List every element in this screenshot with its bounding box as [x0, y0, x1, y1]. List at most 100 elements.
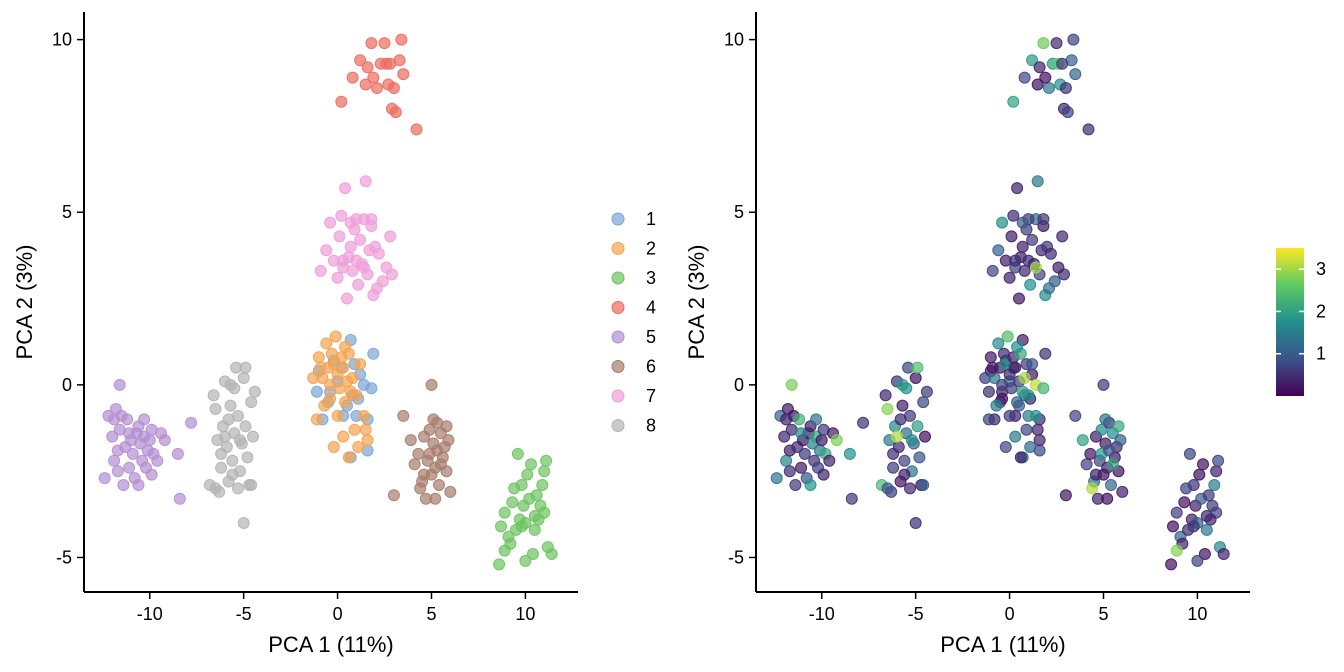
value-point — [1037, 213, 1050, 226]
cluster-7-point — [320, 244, 333, 257]
cluster-2-point — [337, 361, 350, 374]
cluster-7-point — [357, 261, 370, 274]
value-point — [1086, 482, 1099, 495]
cluster-8-point — [207, 389, 220, 402]
cluster-2-point — [331, 409, 344, 422]
value-point — [1039, 347, 1052, 360]
cluster-2-point — [324, 378, 337, 391]
cluster-3-point — [530, 489, 543, 502]
cluster-3-point — [511, 447, 524, 460]
value-point — [1024, 278, 1037, 291]
y-tick-label: 5 — [62, 202, 72, 222]
cluster-2-point — [361, 434, 374, 447]
cluster-4-point — [410, 123, 423, 136]
cluster-5-point — [98, 472, 111, 485]
cluster-5-point — [108, 413, 121, 426]
value-point — [785, 378, 798, 391]
value-point — [1056, 230, 1069, 243]
cluster-8-point — [226, 454, 239, 467]
value-point — [1103, 444, 1116, 457]
cluster-3-point — [498, 544, 511, 557]
cluster-4-point — [335, 95, 348, 108]
value-point — [909, 372, 922, 384]
value-point — [1020, 423, 1033, 436]
colorbar-tick-label: 2 — [1316, 301, 1326, 321]
value-point — [1167, 520, 1179, 533]
cluster-4-point — [346, 71, 359, 84]
value-point — [845, 492, 858, 505]
value-point — [1018, 372, 1031, 384]
value-point — [898, 468, 911, 481]
cluster-4-point — [395, 33, 408, 46]
cluster-4-point — [389, 106, 402, 119]
legend-label-7: 7 — [646, 386, 656, 406]
x-tick-label: -5 — [236, 604, 252, 624]
legend-label-2: 2 — [646, 239, 656, 259]
cluster-2-point — [359, 423, 372, 436]
cluster-5-point — [126, 447, 139, 460]
value-point — [1024, 441, 1037, 453]
y-tick-label: -5 — [728, 547, 744, 567]
legend-label-6: 6 — [646, 357, 656, 377]
cluster-7-point — [337, 254, 350, 267]
cluster-1-point — [365, 382, 378, 395]
cluster-3-point — [519, 554, 532, 567]
x-tick-label: 0 — [1005, 604, 1015, 624]
value-point — [1178, 496, 1191, 509]
value-point — [1069, 68, 1082, 81]
cluster-4-point — [361, 61, 374, 74]
value-point — [996, 378, 1009, 391]
cluster-7-point — [359, 175, 372, 188]
value-point — [1050, 37, 1063, 50]
cluster-6-point — [440, 420, 453, 433]
value-point — [992, 244, 1005, 257]
cluster-8-point — [215, 461, 228, 474]
value-point — [770, 472, 783, 485]
cluster-6-point — [431, 444, 444, 457]
cluster-4-point — [359, 78, 372, 91]
value-point — [905, 434, 918, 447]
cluster-7-point — [339, 182, 352, 195]
colorbar-tick-label: 1 — [1316, 344, 1326, 364]
cluster-2-point — [346, 372, 359, 384]
x-tick-label: 5 — [1098, 604, 1108, 624]
cluster-3-point — [545, 548, 558, 560]
cluster-3-point — [495, 520, 507, 533]
cluster-6-point — [427, 413, 440, 426]
cluster-5-point — [111, 465, 124, 478]
cluster-8-point — [232, 482, 244, 495]
value-point — [1026, 54, 1039, 67]
cluster-6-point — [418, 468, 430, 481]
value-point — [1116, 485, 1129, 498]
value-point — [1029, 409, 1042, 422]
value-point — [1016, 385, 1029, 398]
cluster-3-point — [540, 454, 553, 467]
cluster-3-point — [532, 513, 545, 526]
value-point — [1170, 506, 1183, 519]
value-point — [1210, 465, 1223, 478]
cluster-2-point — [320, 337, 333, 350]
value-point — [1037, 382, 1050, 395]
cluster-2-point — [327, 441, 340, 453]
cluster-2-point — [352, 441, 365, 453]
value-point — [887, 461, 900, 474]
value-point — [1059, 489, 1072, 502]
cluster-3-point — [506, 496, 519, 509]
value-point — [1007, 209, 1020, 222]
value-point — [1069, 409, 1082, 422]
cluster-points — [98, 33, 558, 571]
value-point — [1191, 554, 1204, 567]
value-point — [904, 482, 916, 495]
cluster-8-point — [209, 482, 222, 495]
x-axis-title: PCA 1 (11%) — [940, 632, 1066, 657]
value-point — [890, 430, 903, 443]
value-point — [917, 479, 930, 491]
colorbar-ticks: 1 2 3 — [1276, 259, 1326, 364]
cluster-8-point — [245, 396, 258, 409]
cluster-5-point — [151, 454, 164, 467]
value-point — [804, 479, 817, 491]
y-tick-label: -5 — [56, 547, 72, 567]
value-point — [1095, 423, 1108, 436]
cluster-7-point — [333, 230, 346, 243]
value-point — [1114, 434, 1127, 447]
